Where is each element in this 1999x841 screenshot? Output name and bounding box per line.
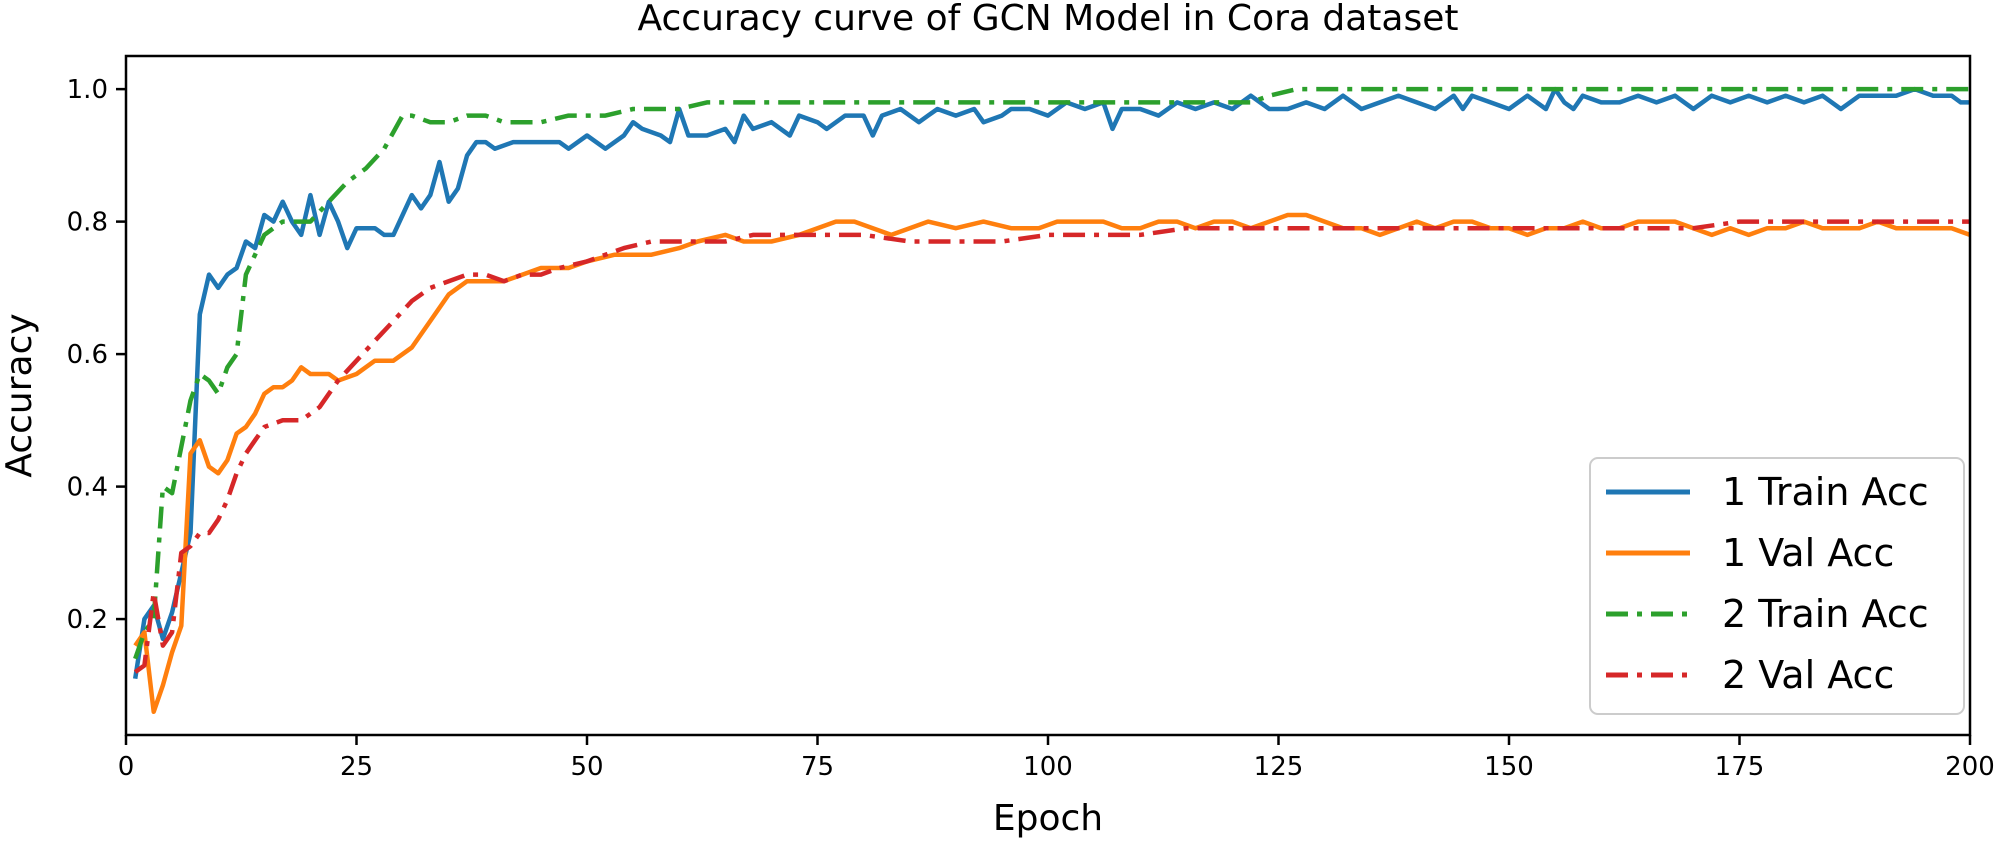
- chart-title: Accuracy curve of GCN Model in Cora data…: [637, 0, 1458, 39]
- y-axis-label: Accuracy: [0, 313, 40, 477]
- x-axis-label: Epoch: [993, 798, 1103, 839]
- series-line-2: [133, 212, 1971, 715]
- y-tick-label: 0.2: [67, 605, 108, 635]
- x-tick-label: 75: [801, 752, 834, 782]
- x-tick-label: 50: [570, 752, 603, 782]
- series-line-1: [132, 86, 1970, 680]
- x-tick-label: 0: [118, 752, 135, 782]
- legend: 1 Train Acc 1 Val Acc 2 Train Acc 2 Val Acc: [1589, 457, 1965, 715]
- series-line-3: [133, 86, 1970, 660]
- y-tick-label: 1.0: [67, 75, 108, 105]
- legend-entry-label: 1 Train Acc: [1722, 470, 1929, 514]
- tick-layer: 0 25 50 75 100 125 150 175 200 0.2 0.4 0.6 0.8 1.0: [67, 75, 1995, 782]
- x-tick-label: 25: [340, 752, 373, 782]
- x-tick-label: 100: [1023, 752, 1073, 782]
- y-tick-label: 0.6: [67, 340, 108, 370]
- series-layer: [132, 86, 1971, 715]
- legend-box: [1589, 457, 1965, 715]
- x-tick-label: 175: [1715, 752, 1765, 782]
- y-tick-label: 0.4: [67, 473, 108, 503]
- x-tick-label: 150: [1484, 752, 1534, 782]
- legend-entry-label: 1 Val Acc: [1722, 531, 1894, 575]
- legend-entry-label: 2 Val Acc: [1722, 653, 1894, 697]
- x-tick-label: 125: [1254, 752, 1304, 782]
- legend-entry-label: 2 Train Acc: [1722, 592, 1929, 636]
- y-tick-label: 0.8: [67, 208, 108, 238]
- x-tick-label: 200: [1945, 752, 1995, 782]
- series-line-4: [133, 219, 1970, 674]
